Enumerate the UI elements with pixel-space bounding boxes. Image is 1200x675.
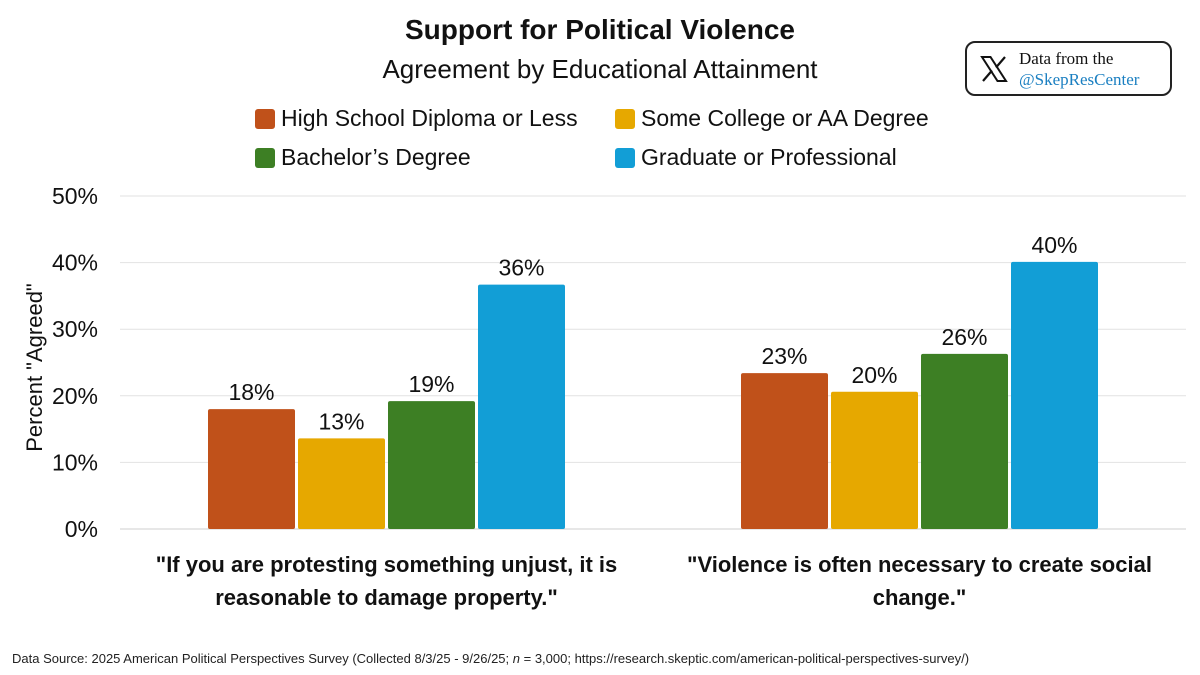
y-tick-label: 20% — [52, 383, 98, 409]
y-tick-label: 30% — [52, 316, 98, 342]
x-category-label: reasonable to damage property." — [215, 585, 558, 610]
bar — [388, 401, 475, 529]
data-source-footnote: Data Source: 2025 American Political Per… — [12, 651, 969, 666]
bar-value-label: 19% — [408, 371, 454, 397]
legend-swatch — [615, 108, 635, 129]
footnote-n: n — [512, 651, 520, 666]
bar — [1011, 261, 1098, 529]
bar-value-label: 26% — [941, 324, 987, 350]
y-tick-label: 0% — [65, 516, 98, 542]
data-source-badge[interactable]: Data from the @SkepResCenter — [965, 41, 1172, 96]
y-tick-label: 50% — [52, 183, 98, 209]
badge-line-1: Data from the — [1019, 48, 1114, 68]
x-category-label: "Violence is often necessary to create s… — [687, 552, 1152, 577]
legend-swatch — [255, 147, 275, 168]
legend-item-high-school: High School Diploma or Less — [255, 105, 578, 132]
x-category-label: "If you are protesting something unjust,… — [156, 552, 617, 577]
bar — [478, 284, 565, 529]
legend-label: High School Diploma or Less — [281, 105, 578, 131]
legend-label: Some College or AA Degree — [641, 105, 929, 131]
legend-item-graduate: Graduate or Professional — [615, 144, 897, 171]
legend-item-bachelors: Bachelor’s Degree — [255, 144, 471, 171]
footnote-prefix: Data Source: 2025 American Political Per… — [12, 651, 513, 666]
bar — [831, 391, 918, 529]
bar — [921, 353, 1008, 529]
bar — [298, 438, 385, 529]
bar-value-label: 40% — [1031, 232, 1077, 258]
bar-value-label: 20% — [851, 362, 897, 388]
bar-value-label: 23% — [761, 343, 807, 369]
chart-subtitle: Agreement by Educational Attainment — [382, 54, 818, 84]
legend-item-some-college: Some College or AA Degree — [615, 105, 929, 132]
x-logo-icon — [980, 55, 1008, 82]
legend-label: Bachelor’s Degree — [281, 144, 471, 170]
y-tick-label: 10% — [52, 449, 98, 475]
legend-label: Graduate or Professional — [641, 144, 897, 170]
legend-swatch — [615, 147, 635, 168]
bar-value-label: 18% — [228, 379, 274, 405]
badge-handle[interactable]: @SkepResCenter — [1019, 69, 1140, 89]
y-tick-label: 40% — [52, 250, 98, 276]
bar — [741, 373, 828, 529]
y-axis-label: Percent "Agreed" — [22, 283, 47, 452]
x-category-label: change." — [873, 585, 967, 610]
footnote-suffix: = 3,000; https://research.skeptic.com/am… — [520, 651, 970, 666]
chart-title: Support for Political Violence — [405, 14, 795, 45]
legend-swatch — [255, 108, 275, 129]
bar-value-label: 36% — [498, 255, 544, 281]
bar — [208, 409, 295, 529]
bar-value-label: 13% — [318, 408, 364, 434]
